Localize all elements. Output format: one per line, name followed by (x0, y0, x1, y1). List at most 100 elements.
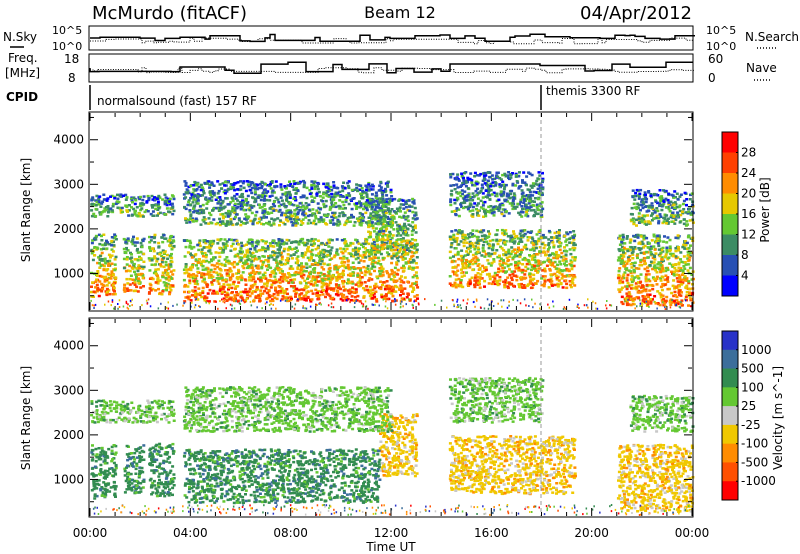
scatter-cell (388, 230, 392, 234)
scatter-cell (149, 289, 153, 292)
scatter-cell (269, 206, 273, 210)
scatter-cell (194, 219, 198, 223)
scatter-cell (331, 219, 335, 222)
scatter-cell (219, 269, 223, 272)
scatter-cell (448, 250, 452, 254)
scatter-cell (296, 211, 300, 214)
scatter-cell (687, 235, 691, 238)
scatter-cell (310, 180, 314, 183)
scatter-cell (684, 240, 688, 243)
scatter-cell (334, 293, 338, 296)
scatter-cell (335, 279, 339, 282)
scatter-cell (239, 259, 243, 262)
scatter-cell (108, 243, 112, 246)
scatter-cell (216, 196, 220, 199)
scatter-cell (282, 292, 286, 295)
scatter-cell (530, 230, 534, 233)
scatter-cell (628, 258, 632, 262)
scatter-cell (640, 264, 644, 267)
scatter-cell (272, 269, 276, 272)
scatter-cell (358, 274, 361, 277)
scatter-cell (379, 252, 383, 256)
scatter-cell (573, 256, 577, 259)
scatter-cell (655, 275, 659, 279)
scatter-cell (316, 263, 320, 267)
scatter-cell (501, 266, 505, 270)
scatter-cell (186, 285, 190, 288)
scatter-cell (262, 212, 266, 216)
scatter-cell (246, 251, 249, 254)
nave-label: Nave (746, 61, 777, 75)
scatter-cell (252, 204, 256, 208)
scatter-cell (207, 261, 211, 264)
scatter-cell (401, 258, 405, 261)
scatter-cell (136, 215, 140, 218)
scatter-cell (263, 188, 267, 191)
scatter-cell (192, 273, 195, 276)
scatter-cell (253, 290, 257, 293)
scatter-cell (98, 274, 102, 278)
scatter-cell (488, 277, 492, 281)
scatter-cell (396, 224, 400, 227)
scatter-cell (526, 236, 530, 239)
scatter-cell (196, 293, 200, 296)
scatter-cell (316, 275, 320, 279)
scatter-cell (194, 293, 198, 297)
scatter-cell (313, 276, 317, 279)
scatter-cell (681, 245, 685, 249)
noise-left-tick-top: 10^5 (52, 24, 82, 37)
scatter-cell (570, 264, 574, 267)
scatter-cell (384, 293, 388, 296)
scatter-cell (388, 210, 392, 213)
scatter-cell (473, 283, 476, 286)
scatter-cell (234, 253, 238, 257)
scatter-cell (483, 237, 487, 240)
scatter-cell (384, 200, 388, 204)
scatter-cell (232, 186, 235, 189)
scatter-cell (375, 300, 379, 303)
scatter-cell (303, 279, 307, 283)
scatter-cell (638, 241, 642, 244)
scatter-cell (312, 219, 316, 223)
scatter-cell (386, 224, 390, 227)
scatter-cell (347, 180, 351, 183)
scatter-cell (290, 274, 294, 277)
scatter-cell (243, 262, 247, 265)
scatter-cell (627, 285, 631, 288)
scatter-cell (133, 270, 136, 274)
scatter-cell (374, 261, 377, 264)
scatter-cell (94, 286, 98, 289)
scatter-cell (113, 268, 117, 272)
scatter-cell (257, 272, 261, 275)
scatter-cell (653, 264, 657, 267)
scatter-cell (664, 253, 668, 256)
scatter-cell (681, 272, 685, 275)
scatter-cell (266, 183, 269, 187)
scatter-cell (286, 247, 290, 251)
scatter-cell (224, 245, 228, 249)
scatter-cell (286, 253, 290, 256)
scatter-cell (399, 243, 403, 247)
scatter-cell (520, 240, 524, 243)
scatter-cell (476, 258, 480, 262)
scatter-cell (646, 303, 650, 306)
scatter-cell (267, 255, 270, 258)
scatter-cell (203, 181, 207, 185)
scatter-cell (306, 295, 310, 299)
scatter-cell (528, 272, 532, 275)
scatter-cell (341, 299, 345, 302)
scatter-cell (286, 261, 290, 265)
scatter-cell (365, 186, 369, 189)
scatter-cell (478, 267, 482, 271)
scatter-cell (283, 278, 287, 281)
scatter-cell (130, 240, 134, 243)
scatter-cell (240, 276, 244, 280)
scatter-cell (568, 237, 572, 241)
scatter-cell (248, 258, 252, 262)
scatter-cell (318, 262, 322, 266)
scatter-cell (556, 263, 559, 267)
scatter-cell (328, 279, 332, 283)
scatter-cell (543, 278, 547, 281)
scatter-cell (386, 287, 390, 291)
scatter-cell (161, 290, 165, 293)
